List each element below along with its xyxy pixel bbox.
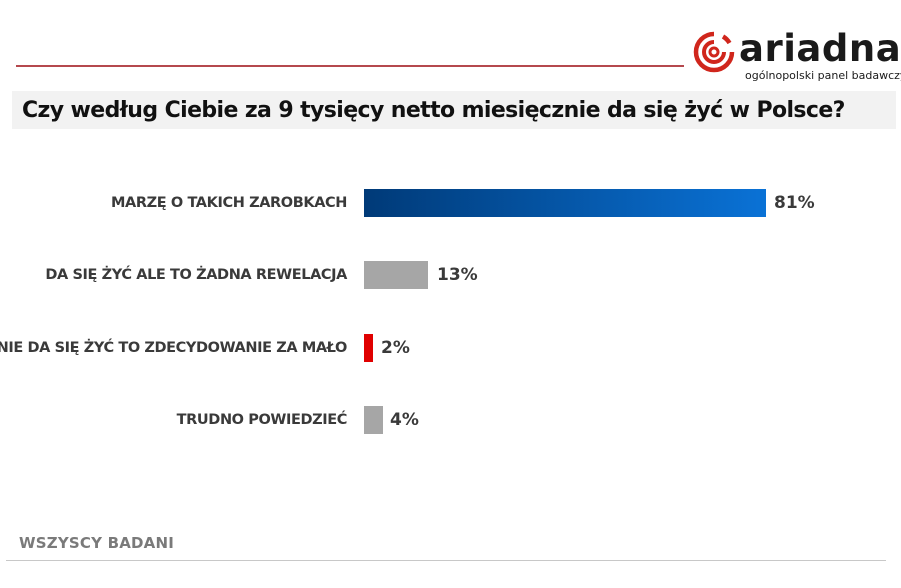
chart-title: Czy według Ciebie za 9 tysięcy netto mie… — [22, 98, 845, 123]
bar-value-label: 13% — [437, 265, 478, 285]
bar-row: DA SIĘ ŻYĆ ALE TO ŻADNA REWELACJA 13% — [0, 261, 901, 291]
bar-label: DA SIĘ ŻYĆ ALE TO ŻADNA REWELACJA — [45, 267, 347, 283]
header-divider — [16, 65, 684, 67]
bar-value-label: 2% — [381, 338, 410, 358]
ariadna-logo: ariadna ogólnopolski panel badawczy — [693, 27, 901, 83]
footer-divider — [6, 560, 886, 561]
bar-row: MARZĘ O TAKICH ZAROBKACH 81% — [0, 189, 901, 219]
bar-row: TRUDNO POWIEDZIEĆ 4% — [0, 406, 901, 436]
bar-label: NIE DA SIĘ ŻYĆ TO ZDECYDOWANIE ZA MAŁO — [0, 340, 347, 356]
ariadna-spiral-icon — [693, 31, 735, 73]
bar-label: TRUDNO POWIEDZIEĆ — [176, 412, 348, 428]
bar-primary — [364, 189, 766, 217]
bar-neutral — [364, 406, 383, 434]
bar-value-label: 4% — [390, 410, 419, 430]
logo-wordmark: ariadna — [739, 27, 901, 70]
bar-negative — [364, 334, 373, 362]
logo-tagline: ogólnopolski panel badawczy — [745, 69, 901, 82]
bar-value-label: 81% — [774, 193, 815, 213]
bar-row: NIE DA SIĘ ŻYĆ TO ZDECYDOWANIE ZA MAŁO 2… — [0, 334, 901, 364]
base-label: WSZYSCY BADANI — [19, 534, 175, 552]
bar-neutral — [364, 261, 428, 289]
question-title-band: Czy według Ciebie za 9 tysięcy netto mie… — [12, 91, 896, 129]
bar-label: MARZĘ O TAKICH ZAROBKACH — [110, 195, 347, 211]
